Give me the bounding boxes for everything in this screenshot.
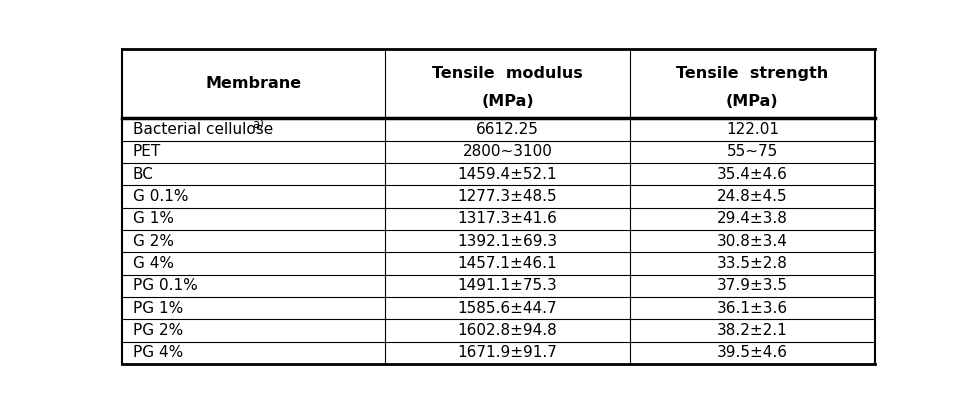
Text: G 1%: G 1% — [133, 211, 174, 226]
Text: Bacterial cellulose: Bacterial cellulose — [133, 122, 273, 137]
Text: G 0.1%: G 0.1% — [133, 189, 189, 204]
Text: 1491.1±75.3: 1491.1±75.3 — [458, 279, 557, 293]
Text: 24.8±4.5: 24.8±4.5 — [717, 189, 787, 204]
Text: 6612.25: 6612.25 — [476, 122, 539, 137]
Text: 1585.6±44.7: 1585.6±44.7 — [458, 301, 557, 316]
Text: Tensile  strength: Tensile strength — [677, 66, 828, 81]
Text: 38.2±2.1: 38.2±2.1 — [717, 323, 787, 338]
Text: G 4%: G 4% — [133, 256, 174, 271]
Text: PET: PET — [133, 144, 161, 160]
Text: 1602.8±94.8: 1602.8±94.8 — [458, 323, 557, 338]
Text: G 2%: G 2% — [133, 234, 174, 249]
Text: 1392.1±69.3: 1392.1±69.3 — [458, 234, 558, 249]
Text: 39.5±4.6: 39.5±4.6 — [717, 345, 788, 360]
Text: 55∼75: 55∼75 — [727, 144, 778, 160]
Text: 29.4±3.8: 29.4±3.8 — [717, 211, 788, 226]
Text: 1317.3±41.6: 1317.3±41.6 — [458, 211, 558, 226]
Text: BC: BC — [133, 167, 154, 182]
Text: 122.01: 122.01 — [726, 122, 779, 137]
Text: Tensile  modulus: Tensile modulus — [433, 66, 583, 81]
Text: 36.1±3.6: 36.1±3.6 — [716, 301, 788, 316]
Text: 1277.3±48.5: 1277.3±48.5 — [458, 189, 557, 204]
Text: PG 1%: PG 1% — [133, 301, 183, 316]
Text: a): a) — [252, 118, 263, 131]
Text: 1459.4±52.1: 1459.4±52.1 — [458, 167, 557, 182]
Text: Membrane: Membrane — [205, 76, 301, 91]
Text: 1671.9±91.7: 1671.9±91.7 — [458, 345, 558, 360]
Text: PG 2%: PG 2% — [133, 323, 183, 338]
Text: (MPa): (MPa) — [726, 94, 779, 108]
Text: 35.4±4.6: 35.4±4.6 — [717, 167, 788, 182]
Text: (MPa): (MPa) — [481, 94, 534, 108]
Text: PG 4%: PG 4% — [133, 345, 183, 360]
Text: 1457.1±46.1: 1457.1±46.1 — [458, 256, 557, 271]
Text: 33.5±2.8: 33.5±2.8 — [717, 256, 788, 271]
Text: 2800∼3100: 2800∼3100 — [463, 144, 552, 160]
Text: PG 0.1%: PG 0.1% — [133, 279, 197, 293]
Text: 37.9±3.5: 37.9±3.5 — [717, 279, 788, 293]
Text: 30.8±3.4: 30.8±3.4 — [717, 234, 788, 249]
